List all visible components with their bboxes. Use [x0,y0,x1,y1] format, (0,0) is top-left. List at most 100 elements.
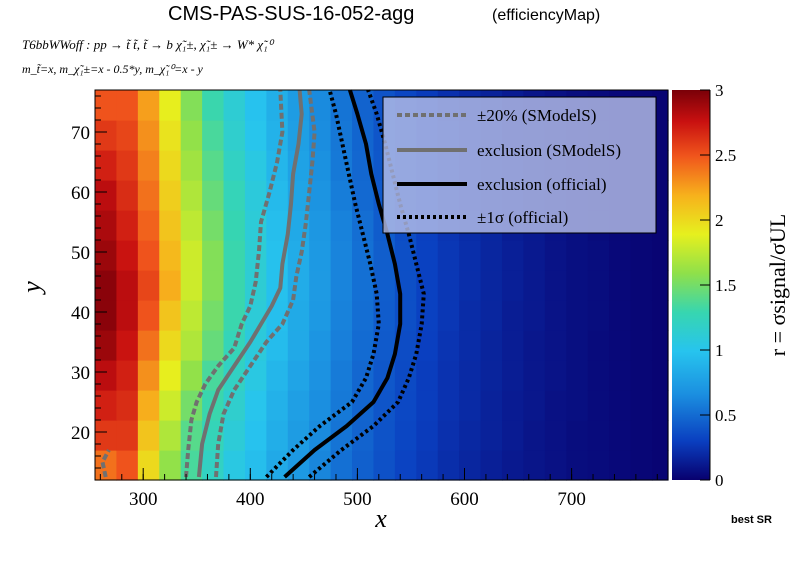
legend-label-smodels-exclusion: exclusion (SModelS) [477,141,621,160]
heatmap-cell [159,240,182,271]
heatmap-cell [116,450,139,481]
heatmap-cell [159,330,182,361]
heatmap-cell [587,330,610,361]
heatmap-cell [95,300,118,331]
heatmap-cell [330,360,353,391]
heatmap-cell [587,390,610,421]
heatmap-cell [266,390,289,421]
heatmap-cell [95,270,118,301]
heatmap-cell [137,300,160,331]
heatmap-cell [330,180,353,211]
heatmap-cell [651,420,669,451]
heatmap-cell [459,450,482,481]
heatmap-cell [352,180,375,211]
heatmap-cell [651,330,669,361]
heatmap-cell [416,390,439,421]
heatmap-cell [159,300,182,331]
color-bar-axis: 0 0.5 1 1.5 2 2.5 3 [700,81,736,490]
color-bar-tick-label: 3 [715,81,724,100]
heatmap-cell [330,300,353,331]
heatmap-cell [437,450,460,481]
heatmap-cell [373,330,396,361]
heatmap-cell [244,240,267,271]
heatmap-cell [223,390,246,421]
heatmap-cell [544,390,567,421]
heatmap-cell [630,300,653,331]
heatmap-cell [330,240,353,271]
heatmap-cell [309,90,332,121]
color-axis-title: r = σsignal/σUL [765,214,790,356]
heatmap-cell [501,420,525,451]
heatmap-cell [309,240,332,271]
best-sr-note: best SR [731,514,772,526]
heatmap-cell [180,390,203,421]
heatmap-cell [459,420,482,451]
process-label: T6bbWWoff : pp → t̃ t̃, t̃ → b χ̃₁±, χ̃₁… [22,37,275,52]
heatmap-cell [95,360,118,391]
heatmap-cell [266,330,289,361]
heatmap-cell [137,240,160,271]
heatmap-cell [287,360,310,391]
color-bar-tick-label: 0 [715,471,724,490]
heatmap-cell [416,420,439,451]
y-axis-title: y [17,281,46,296]
heatmap-cell [159,90,182,121]
heatmap-cell [459,300,482,331]
heatmap-cell [330,390,353,421]
heatmap-cell [95,240,118,271]
heatmap-cell [544,270,567,301]
heatmap-cell [137,270,160,301]
heatmap-cell [501,270,525,301]
heatmap-cell [352,270,375,301]
heatmap-cell [159,420,182,451]
heatmap-cell [459,390,482,421]
heatmap-cell [266,210,289,241]
color-bar-tick-label: 0.5 [715,406,736,425]
heatmap-cell [223,450,246,481]
heatmap-cell [159,150,182,181]
heatmap-cell [202,210,225,241]
heatmap-cell [244,180,267,211]
heatmap-cell [587,240,610,271]
heatmap-cell [330,450,353,481]
heatmap-cell [244,300,267,331]
heatmap-cell [566,360,589,391]
heatmap-cell [566,240,589,271]
heatmap-cell [609,360,632,391]
heatmap-cell [373,270,396,301]
heatmap-cell [137,420,160,451]
heatmap-cell [651,390,669,421]
heatmap-cell [651,240,669,271]
heatmap-cell [394,390,417,421]
heatmap-cell [116,90,139,121]
heatmap-cell [309,270,332,301]
heatmap-cell [523,240,546,271]
heatmap-cell [459,240,482,271]
heatmap-cell [137,360,160,391]
heatmap-cell [159,360,182,391]
heatmap-cell [437,270,460,301]
heatmap-cell [651,300,669,331]
heatmap-cell [180,180,203,211]
heatmap-cell [609,300,632,331]
contour-series-1 [196,89,304,478]
legend-box [382,96,657,234]
mass-label: m_t̃=x, m_χ̃₁±=x - 0.5*y, m_χ̃₁⁰=x - y [22,62,204,76]
heatmap-cell [587,420,610,451]
heatmap-cell [137,450,160,481]
heatmap-cell [459,360,482,391]
heatmap-cell [244,90,267,121]
contour-series-0 [100,449,111,478]
x-tick-label: 500 [343,489,372,510]
heatmap-cell [180,420,203,451]
x-tick-label: 600 [450,489,479,510]
heatmap-cell [416,360,439,391]
heatmap-cell [523,300,546,331]
heatmap-cell [116,210,139,241]
y-tick-label: 30 [71,363,90,384]
heatmap-cell [544,240,567,271]
heatmap-cell [566,390,589,421]
heatmap-cell [223,150,246,181]
heatmap-cell [566,300,589,331]
heatmap-cell [180,300,203,331]
